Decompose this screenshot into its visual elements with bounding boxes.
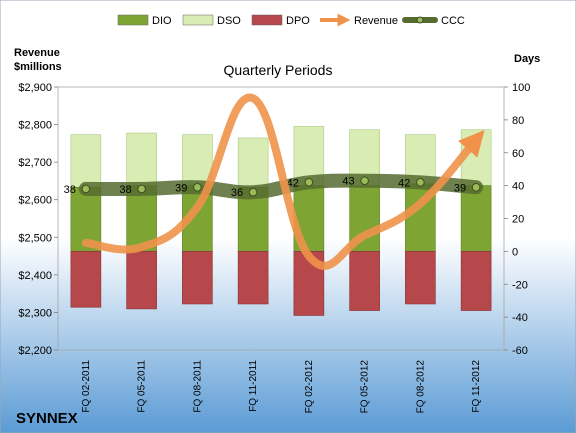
left-tick-label: $2,700 — [18, 157, 52, 169]
dpo-bar — [237, 251, 269, 305]
x-tick-label: FQ 11-2012 — [471, 360, 482, 413]
ccc-point — [193, 182, 202, 192]
dpo-bar — [460, 251, 492, 311]
dpo-bar — [349, 251, 380, 311]
right-tick-label: -60 — [512, 345, 528, 357]
dso-bar — [70, 134, 102, 188]
right-tick-label: 0 — [512, 246, 518, 258]
chart-title: Quarterly Periods — [224, 62, 333, 78]
dpo-bar — [405, 251, 436, 305]
x-tick-label: FQ 08-2012 — [415, 360, 426, 414]
x-tick-label: FQ 02-2012 — [304, 360, 315, 414]
ccc-data-label: 38 — [119, 184, 131, 196]
ccc-data-label: 38 — [64, 184, 76, 196]
ccc-point — [471, 182, 481, 192]
left-tick-label: $2,500 — [18, 232, 52, 244]
ccc-point — [360, 176, 369, 185]
right-tick-label: -40 — [512, 312, 528, 324]
revenue-line-group — [81, 93, 485, 270]
ccc-point — [416, 178, 425, 187]
ccc-data-label: 36 — [231, 187, 243, 199]
left-tick-label: $2,400 — [18, 270, 52, 282]
dso-bar — [182, 134, 213, 186]
x-tick-label: FQ 02-2011 — [81, 360, 92, 413]
right-tick-label: -20 — [512, 279, 528, 291]
left-tick-label: $2,200 — [18, 345, 52, 357]
left-axis-label-line1: Revenue — [14, 47, 60, 59]
right-tick-label: 20 — [512, 214, 524, 226]
left-tick-label: $2,300 — [18, 307, 52, 319]
ccc-point — [137, 184, 146, 194]
dio-bar — [460, 185, 492, 252]
revenue-line — [81, 93, 485, 270]
right-tick-label: 80 — [512, 115, 524, 127]
legend-swatch — [251, 14, 283, 26]
left-tick-label: $2,600 — [18, 195, 52, 207]
dpo-bar — [182, 251, 213, 305]
ccc-data-label: 39 — [175, 182, 187, 194]
left-axis-label-line2: $millions — [14, 61, 62, 73]
ccc-data-label: 42 — [398, 177, 410, 189]
dso-bar — [126, 132, 157, 186]
legend-label: DPO — [286, 15, 310, 27]
x-tick-label: FQ 05-2012 — [360, 360, 371, 414]
legend-label: DIO — [152, 15, 172, 27]
x-tick-label: FQ 11-2011 — [248, 360, 259, 412]
legend-marker — [416, 16, 424, 24]
ccc-point — [304, 178, 314, 187]
x-axis-labels: FQ 02-2011 FQ 05-2011 FQ 08-2011 FQ 11-2011… — [81, 360, 482, 414]
left-tick-label: $2,800 — [18, 120, 52, 132]
legend-label: CCC — [441, 15, 465, 27]
ccc-data-label: 39 — [454, 182, 466, 194]
ccc-data-label: 43 — [342, 176, 354, 188]
dpo-bar — [126, 251, 157, 310]
right-tick-label: 100 — [512, 82, 530, 94]
right-tick-label: 60 — [512, 148, 524, 160]
x-tick-label: FQ 05-2011 — [137, 360, 148, 413]
company-name: SYNNEX — [16, 410, 78, 427]
ccc-point — [81, 184, 91, 194]
legend-label: DSO — [217, 15, 241, 27]
dso-bar — [237, 137, 269, 188]
legend: DIO DSO DPO Revenue CCC — [117, 13, 465, 27]
ccc-line — [78, 173, 484, 200]
ccc-data-label: 42 — [287, 177, 299, 189]
right-axis-label: Days — [514, 53, 540, 65]
ccc-line-group: 38 38 39 36 42 43 42 39 — [64, 173, 484, 200]
legend-swatch — [117, 14, 149, 26]
ccc-point — [248, 187, 258, 197]
dpo-bar — [70, 251, 102, 308]
x-tick-label: FQ 08-2011 — [192, 360, 203, 413]
right-tick-label: 40 — [512, 181, 524, 193]
left-tick-label: $2,900 — [18, 82, 52, 94]
legend-label: Revenue — [354, 15, 398, 27]
legend-swatch — [182, 14, 214, 26]
left-axis-ticks: $2,200 $2,300 $2,400 $2,500 $2,600 $2,700 $2,8… — [18, 82, 58, 357]
right-axis-ticks: -60 -40 -20 0 20 40 60 80 100 — [504, 82, 530, 357]
